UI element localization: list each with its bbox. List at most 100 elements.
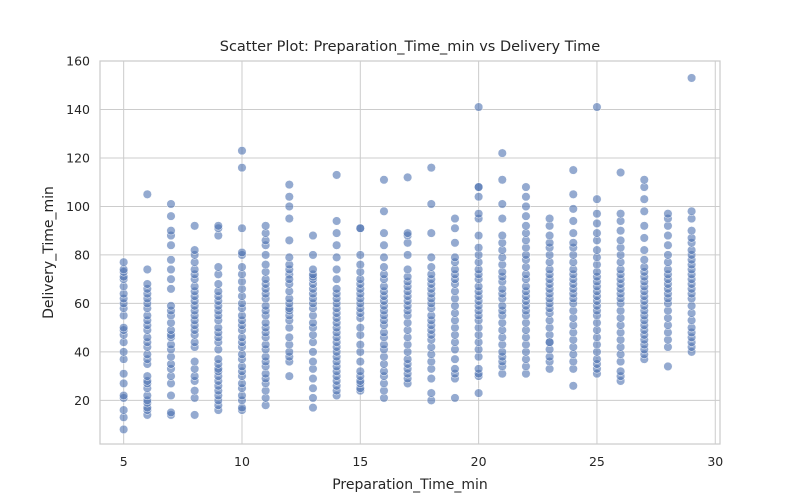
y-tick-label: 60 (74, 296, 90, 311)
data-point (166, 301, 176, 311)
data-point (497, 214, 507, 224)
data-point (284, 235, 294, 245)
data-point (639, 245, 649, 255)
data-point (213, 221, 223, 231)
data-point (166, 407, 176, 418)
data-point (237, 262, 247, 272)
data-point (190, 386, 200, 396)
data-point (332, 274, 342, 284)
data-point (474, 388, 484, 398)
data-point (166, 226, 176, 236)
data-point (166, 240, 176, 250)
data-point (308, 347, 318, 357)
data-point (521, 221, 531, 231)
data-point (497, 199, 507, 209)
data-point (474, 102, 484, 112)
data-point (450, 364, 460, 374)
y-tick-labels: 20 40 60 80 100 120 140 160 (66, 54, 90, 408)
data-point (568, 189, 578, 199)
data-point (592, 194, 602, 204)
data-point (332, 170, 342, 180)
data-point (332, 284, 342, 294)
y-tick-label: 120 (66, 150, 90, 165)
data-point (426, 163, 436, 173)
data-point (568, 204, 578, 214)
data-point (308, 357, 318, 367)
data-point (521, 201, 531, 211)
plot-frame (99, 60, 721, 445)
data-point (403, 250, 413, 260)
x-tick-label: 15 (352, 454, 368, 469)
data-point (403, 172, 413, 182)
data-point (355, 250, 365, 260)
data-point (568, 238, 578, 248)
data-point (639, 255, 649, 265)
data-point (379, 206, 389, 216)
data-point (592, 102, 602, 112)
x-tick-label: 20 (471, 454, 487, 469)
data-point (119, 390, 129, 401)
data-point (355, 323, 365, 333)
data-point (568, 165, 578, 175)
data-point (284, 371, 294, 381)
data-point (166, 211, 176, 221)
y-tick-label: 80 (74, 247, 90, 262)
data-point (190, 245, 200, 255)
data-point (190, 357, 200, 367)
data-point (284, 201, 294, 211)
data-point (379, 228, 389, 238)
data-point (379, 252, 389, 262)
data-point (355, 340, 365, 350)
data-point (355, 223, 365, 233)
x-tick-labels: 5 10 15 20 25 30 (120, 454, 724, 469)
data-point (450, 238, 460, 248)
data-point (663, 361, 673, 371)
data-point (213, 354, 223, 364)
data-point (616, 226, 626, 236)
data-point (426, 374, 436, 384)
data-point (119, 347, 129, 357)
data-point (450, 214, 460, 224)
data-point (474, 192, 484, 202)
data-point (616, 366, 626, 376)
data-point (166, 274, 176, 284)
data-point (521, 211, 531, 221)
data-point (403, 228, 413, 238)
x-tick-label: 5 (120, 454, 128, 469)
data-point (308, 374, 318, 384)
data-point (308, 393, 318, 403)
data-point (521, 182, 531, 192)
data-point (687, 226, 697, 236)
data-point (426, 228, 436, 238)
x-axis-label: Preparation_Time_min (332, 477, 488, 493)
data-point (474, 230, 484, 241)
y-tick-label: 140 (66, 102, 90, 117)
data-point (639, 206, 649, 216)
data-point (616, 209, 626, 219)
data-point (426, 388, 436, 398)
data-point (308, 250, 318, 260)
data-point (355, 357, 365, 367)
data-point (592, 245, 602, 255)
y-tick-label: 20 (74, 393, 90, 408)
data-point (332, 240, 342, 250)
data-point (213, 279, 223, 289)
data-point (119, 323, 129, 333)
data-point (379, 262, 389, 272)
data-point (166, 199, 176, 209)
data-point (426, 262, 436, 272)
data-point (497, 230, 507, 241)
data-point (308, 383, 318, 393)
data-point (592, 228, 602, 238)
y-tick-label: 40 (74, 344, 90, 359)
data-point (568, 216, 578, 226)
data-point (403, 264, 413, 275)
data-point (237, 223, 247, 233)
data-point (237, 247, 247, 258)
data-point (379, 240, 389, 250)
data-point (332, 264, 342, 275)
data-point (284, 180, 294, 190)
data-point (568, 381, 578, 391)
data-point (119, 257, 129, 267)
